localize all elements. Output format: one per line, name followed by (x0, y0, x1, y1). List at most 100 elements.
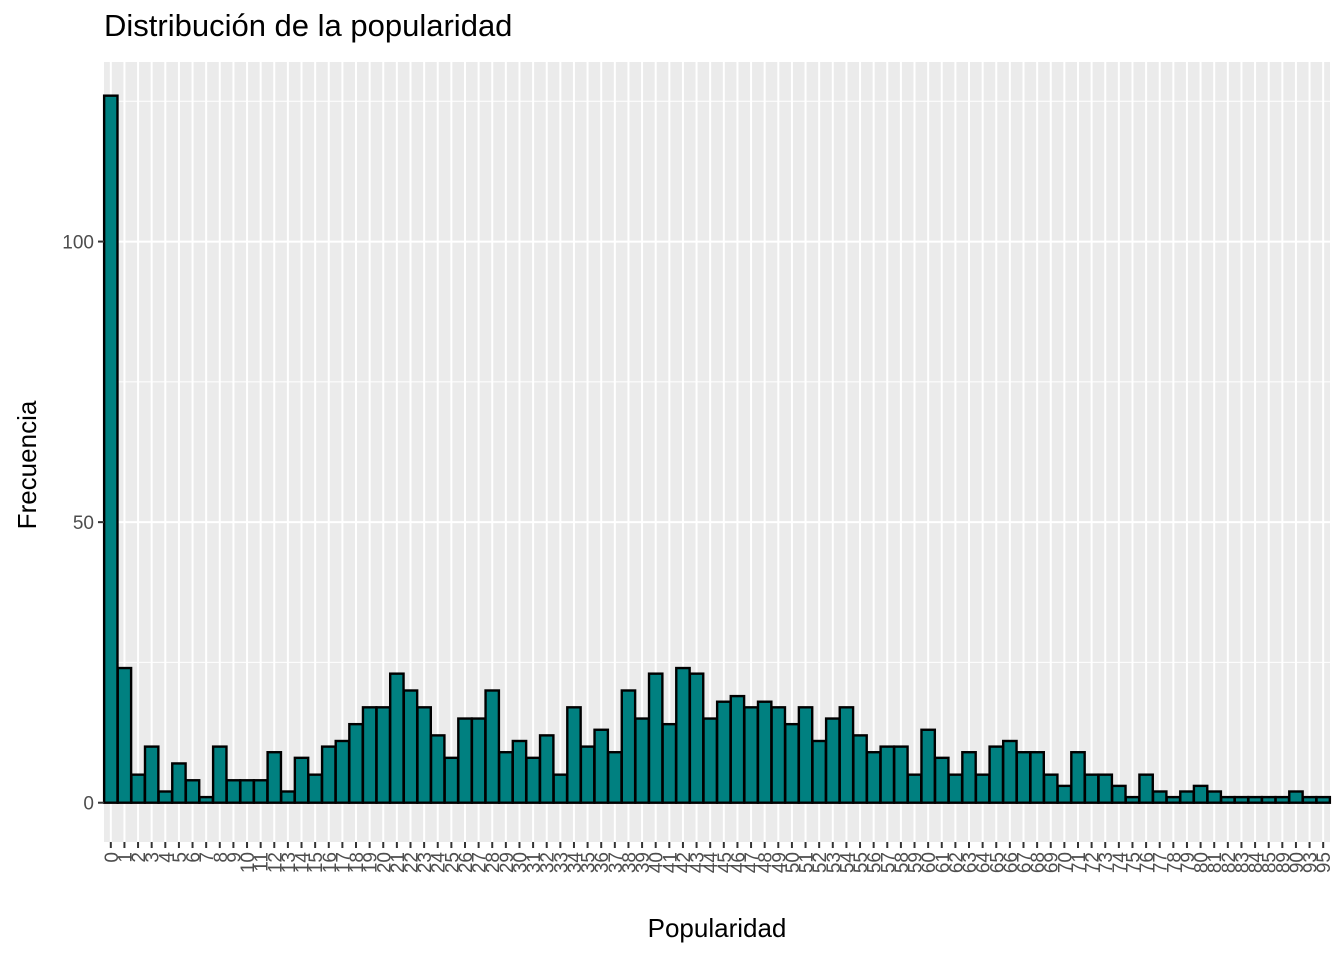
bar-60 (920, 728, 937, 804)
x-tick-label: 81 (1205, 852, 1226, 873)
bar-0 (102, 94, 119, 804)
x-tick-label: 19 (361, 852, 382, 873)
bar-82 (1219, 795, 1236, 804)
bar-42 (675, 666, 691, 804)
x-tick-label: 80 (1192, 852, 1213, 873)
bar-41 (661, 722, 678, 804)
x-tick-label: 5 (170, 852, 191, 863)
x-tick-label: 31 (524, 852, 545, 873)
bar-30 (511, 739, 528, 804)
x-tick-label: 85 (1260, 852, 1281, 873)
x-tick-label: 51 (797, 852, 818, 873)
bar-27 (470, 717, 487, 804)
x-tick-label: 77 (1151, 852, 1172, 873)
x-tick-label: 35 (579, 852, 600, 873)
x-tick-label: 20 (374, 852, 395, 873)
y-tick-label: 100 (62, 233, 94, 254)
y-axis-label: Frecuencia (12, 400, 42, 529)
bar-2 (130, 773, 146, 804)
bar-64 (974, 773, 991, 804)
bar-90 (1288, 790, 1304, 804)
bar-37 (606, 751, 623, 804)
bar-5 (171, 762, 187, 804)
bar-18 (348, 722, 364, 804)
x-tick-label: 4 (156, 852, 177, 863)
x-tick-label: 44 (701, 852, 722, 874)
x-tick-label: 29 (497, 852, 518, 873)
bar-69 (1042, 773, 1059, 804)
bar-79 (1179, 790, 1195, 804)
bar-35 (579, 745, 596, 804)
x-tick-label: 67 (1015, 852, 1036, 873)
x-tick-label: 23 (415, 852, 436, 873)
bar-84 (1247, 795, 1263, 804)
bars-group (102, 94, 1332, 804)
x-tick-label: 38 (619, 852, 640, 873)
x-tick-label: 14 (293, 852, 314, 874)
x-tick-label: 83 (1232, 852, 1253, 873)
x-tick-label: 41 (660, 852, 681, 873)
bar-13 (280, 790, 296, 804)
bar-29 (497, 751, 514, 804)
bar-59 (906, 773, 923, 804)
bar-14 (293, 756, 310, 804)
x-tick-label: 43 (688, 852, 709, 873)
bar-66 (1002, 739, 1018, 804)
bar-9 (225, 779, 242, 804)
bar-28 (484, 689, 501, 804)
x-tick-label: 72 (1083, 852, 1104, 873)
bar-8 (211, 745, 228, 804)
bar-44 (702, 717, 719, 804)
bar-1 (116, 666, 133, 804)
bar-22 (402, 689, 419, 804)
bar-53 (824, 717, 841, 804)
bar-54 (838, 706, 855, 804)
bar-3 (143, 745, 160, 804)
x-tick-label: 58 (892, 852, 913, 873)
x-tick-label: 90 (1287, 852, 1308, 873)
x-tick-label: 30 (510, 852, 531, 873)
x-tick-label: 33 (551, 852, 572, 873)
bar-45 (715, 700, 732, 804)
x-tick-label: 47 (742, 852, 763, 873)
bar-72 (1083, 773, 1100, 804)
x-tick-label: 3 (143, 852, 164, 863)
bar-81 (1206, 790, 1223, 804)
x-tick-label: 6 (184, 852, 205, 863)
x-tick-label: 10 (238, 852, 259, 873)
x-tick-label: 17 (333, 852, 354, 873)
x-tick-label: 1 (115, 852, 136, 863)
x-tick-label: 0 (102, 852, 123, 863)
x-tick-label: 45 (715, 852, 736, 873)
bar-34 (566, 706, 582, 804)
x-tick-label: 13 (279, 852, 300, 873)
x-tick-label: 84 (1246, 852, 1267, 874)
bar-48 (756, 700, 773, 804)
bar-80 (1192, 784, 1209, 804)
bar-10 (239, 779, 255, 804)
y-tick-label: 0 (83, 794, 94, 815)
x-tick-label: 36 (592, 852, 613, 873)
chart-title: Distribución de la popularidad (104, 8, 513, 43)
bar-32 (538, 734, 555, 804)
bar-40 (647, 672, 664, 804)
x-tick-label: 40 (647, 852, 668, 873)
bar-95 (1315, 795, 1332, 804)
x-tick-label: 73 (1096, 852, 1117, 873)
x-tick-label: 39 (633, 852, 654, 873)
x-tick-label: 82 (1219, 852, 1240, 873)
bar-25 (443, 756, 460, 804)
bar-93 (1301, 795, 1318, 804)
x-tick-label: 74 (1110, 852, 1131, 874)
x-tick-label: 27 (470, 852, 491, 873)
bar-67 (1015, 751, 1032, 804)
x-tick-label: 42 (674, 852, 695, 873)
bar-47 (743, 706, 759, 804)
x-tick-label: 11 (252, 852, 273, 872)
bar-68 (1029, 751, 1045, 804)
x-tick-label: 18 (347, 852, 368, 873)
x-tick-label: 8 (211, 852, 232, 863)
x-tick-label: 65 (987, 852, 1008, 873)
bar-55 (852, 734, 868, 804)
x-tick-label: 32 (538, 852, 559, 873)
